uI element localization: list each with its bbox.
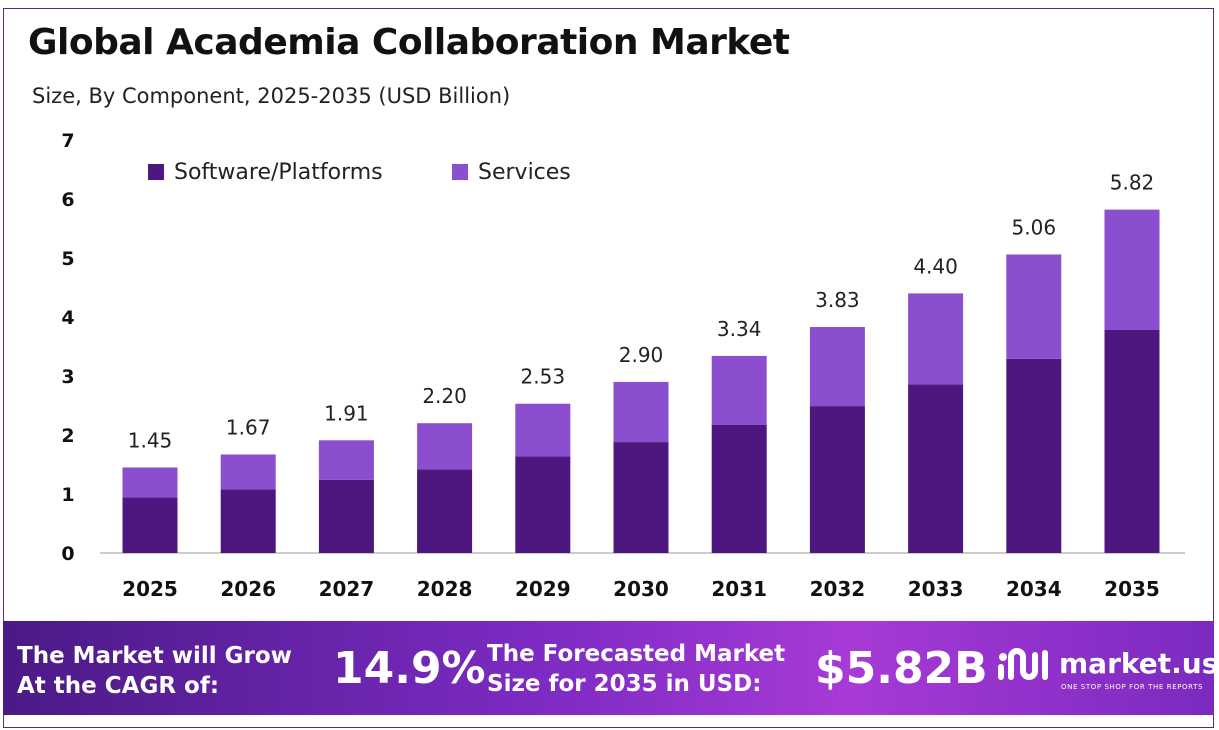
y-tick-label: 0	[61, 543, 74, 565]
x-tick-label: 2034	[1006, 577, 1062, 601]
legend-swatch	[148, 164, 164, 180]
total-data-label: 3.83	[815, 288, 860, 312]
bar-software-platforms	[1104, 329, 1160, 553]
total-data-label: 5.82	[1110, 171, 1155, 195]
cagr-value: 14.9%	[333, 643, 486, 694]
x-tick-label: 2031	[711, 577, 767, 601]
forecast-label: The Forecasted Market Size for 2035 in U…	[487, 641, 786, 697]
x-tick-label: 2032	[810, 577, 866, 601]
bar-services	[515, 403, 571, 457]
legend-swatch	[452, 164, 468, 180]
total-data-label: 4.40	[913, 254, 958, 278]
y-tick-label: 7	[61, 130, 74, 152]
bar-services	[318, 440, 374, 480]
total-data-label: 1.45	[128, 428, 173, 452]
x-tick-label: 2033	[908, 577, 964, 601]
legend-label: Services	[478, 160, 571, 185]
y-tick-label: 2	[61, 425, 74, 447]
footer-banner: The Market will Grow At the CAGR of: 14.…	[3, 621, 1218, 715]
chart-title: Global Academia Collaboration Market	[28, 22, 790, 63]
total-data-label: 2.90	[619, 343, 664, 367]
stacked-bar-chart: 0 1 2 3 4 5 6 7 1.45 2025 1.67 2026 1.91 2027 2.20 2028…	[61, 130, 1185, 601]
bar-software-platforms	[417, 469, 473, 553]
bar-software-platforms	[1006, 358, 1062, 553]
market-us-logo-icon	[998, 648, 1048, 680]
y-tick-label: 1	[61, 484, 74, 506]
total-data-label: 1.91	[324, 401, 369, 425]
x-tick-label: 2035	[1104, 577, 1160, 601]
x-tick-label: 2029	[515, 577, 571, 601]
bar-services	[1006, 254, 1062, 359]
bar-software-platforms	[515, 456, 571, 553]
chart-subtitle: Size, By Component, 2025-2035 (USD Billi…	[32, 84, 511, 108]
total-data-label: 1.67	[226, 415, 271, 439]
brand-name: market.us	[1059, 647, 1219, 680]
total-data-label: 2.20	[422, 384, 467, 408]
total-data-label: 2.53	[521, 365, 566, 389]
brand[interactable]: market.us ONE STOP SHOP FOR THE REPORTS	[997, 647, 1218, 697]
x-tick-label: 2027	[319, 577, 375, 601]
x-tick-label: 2030	[613, 577, 669, 601]
bar-software-platforms	[220, 489, 276, 553]
x-tick-label: 2026	[220, 577, 276, 601]
y-tick-label: 4	[61, 307, 74, 329]
y-tick-label: 6	[61, 189, 74, 211]
total-data-label: 3.34	[717, 317, 762, 341]
x-tick-label: 2028	[417, 577, 473, 601]
bar-services	[220, 454, 276, 490]
y-tick-label: 3	[61, 366, 74, 388]
bar-services	[1104, 209, 1160, 330]
bar-software-platforms	[613, 442, 669, 553]
bar-software-platforms	[122, 497, 178, 553]
x-tick-label: 2025	[122, 577, 178, 601]
bar-services	[417, 423, 473, 470]
cagr-label: The Market will Grow At the CAGR of:	[17, 643, 292, 699]
forecast-value: $5.82B	[815, 643, 988, 694]
y-tick-label: 5	[61, 248, 74, 270]
brand-tagline: ONE STOP SHOP FOR THE REPORTS	[1061, 683, 1204, 691]
bar-software-platforms	[711, 424, 767, 553]
bar-software-platforms	[809, 406, 865, 553]
bar-services	[613, 381, 669, 443]
bar-services	[122, 467, 178, 498]
bar-services	[711, 355, 767, 425]
bar-services	[809, 327, 865, 407]
bar-software-platforms	[908, 384, 964, 553]
bar-software-platforms	[318, 479, 374, 553]
legend-label: Software/Platforms	[174, 160, 383, 185]
bar-services	[908, 293, 964, 385]
total-data-label: 5.06	[1012, 215, 1057, 239]
